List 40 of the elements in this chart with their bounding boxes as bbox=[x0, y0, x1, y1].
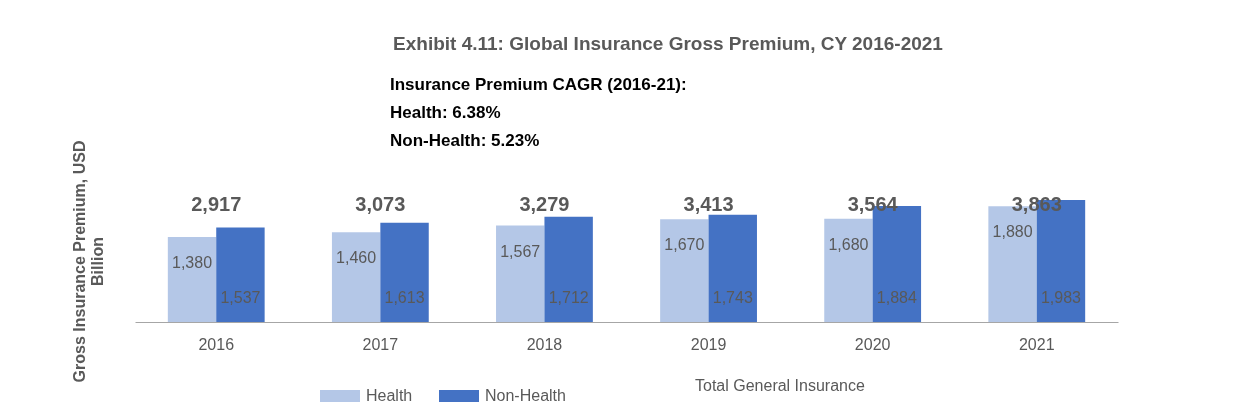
total-label: 3,413 bbox=[683, 193, 734, 215]
bar bbox=[496, 225, 545, 322]
data-label: 1,880 bbox=[992, 223, 1033, 241]
data-label: 1,460 bbox=[336, 249, 377, 267]
bar bbox=[660, 219, 709, 322]
text: Total General Insurance bbox=[695, 377, 865, 394]
data-label: 1,380 bbox=[172, 254, 213, 272]
data-label: 1,712 bbox=[548, 289, 589, 306]
total-label: 3,279 bbox=[519, 193, 570, 215]
x-tick-label: 2020 bbox=[854, 335, 891, 353]
bar bbox=[331, 232, 381, 322]
data-label: 1,983 bbox=[1040, 289, 1082, 306]
total-label: 3,564 bbox=[847, 193, 899, 215]
data-label: 1,613 bbox=[384, 289, 425, 306]
data-label: 1,567 bbox=[500, 242, 541, 260]
text: Non-Health: 5.23% bbox=[390, 131, 540, 150]
chart-title: Exhibit 4.11: Global Insurance Gross Premium, CY 2016-2021 bbox=[393, 33, 944, 54]
bar bbox=[216, 227, 265, 322]
x-tick-label: 2016 bbox=[198, 335, 235, 353]
data-label: 1,743 bbox=[712, 289, 753, 306]
total-label: 3,073 bbox=[355, 193, 406, 215]
total-label: 2,917 bbox=[191, 193, 242, 215]
data-label: 1,537 bbox=[220, 289, 261, 306]
bar bbox=[167, 237, 217, 322]
x-tick-label: 2017 bbox=[362, 335, 399, 353]
legend-label: Health bbox=[366, 387, 413, 404]
y-axis-title: Gross Insurance Premium, USD Billion bbox=[70, 140, 106, 383]
bar bbox=[708, 214, 757, 322]
legend-label: Non-Health bbox=[485, 387, 566, 404]
bar bbox=[544, 216, 593, 322]
data-label: 1,680 bbox=[828, 235, 869, 253]
bar bbox=[824, 218, 873, 322]
text: Insurance Premium CAGR (2016-21): bbox=[390, 75, 687, 94]
text: Health: 6.38% bbox=[390, 103, 501, 122]
x-tick-label: 2019 bbox=[690, 335, 727, 353]
x-tick-label: 2018 bbox=[526, 335, 563, 353]
x-tick-label: 2021 bbox=[1018, 335, 1055, 353]
data-label: 1,884 bbox=[876, 289, 917, 306]
bar bbox=[380, 222, 429, 322]
data-label: 1,670 bbox=[664, 236, 705, 254]
